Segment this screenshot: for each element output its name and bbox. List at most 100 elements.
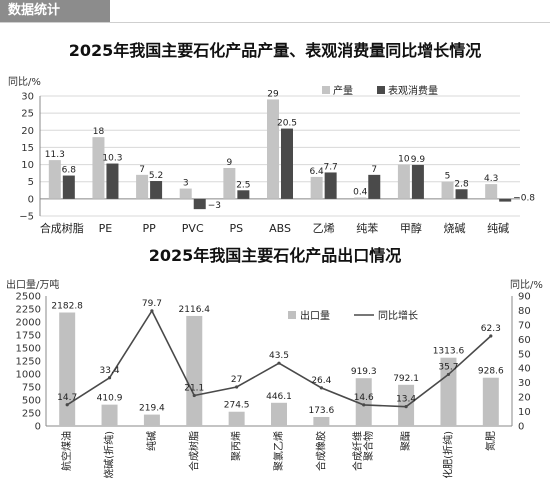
chart2-growth-point xyxy=(107,376,112,380)
chart2-y-tick-left: 1500 xyxy=(16,344,41,355)
chart1-plot: −5 0 5 10 15 20 25 30 11.3 6.8 合成树脂 18 10.3 PE 7 5.2 PP 3… xyxy=(19,84,535,235)
chart1-bar-consumption xyxy=(62,175,75,199)
header-divider xyxy=(0,22,550,23)
chart1-x-tick: 甲醇 xyxy=(400,221,422,235)
chart1-bar-production xyxy=(179,188,192,199)
chart2-bar-label: 446.1 xyxy=(266,392,292,402)
chart2-bar-export xyxy=(186,315,203,426)
chart2-x-tick-line: 合成树脂 xyxy=(187,431,200,471)
chart1-bar-production xyxy=(267,99,279,199)
chart1-data-label: 2.8 xyxy=(454,179,469,189)
chart2-bar-export xyxy=(482,377,499,426)
chart2-x-tick-line: 聚酯 xyxy=(400,431,412,451)
chart1-x-tick: 乙烯 xyxy=(313,222,335,235)
chart2-growth-label: 26.4 xyxy=(311,376,331,386)
chart2-growth-label: 13.4 xyxy=(396,395,416,405)
chart1-data-label: −0.8 xyxy=(513,194,535,204)
chart2-bar-label: 219.4 xyxy=(139,404,165,414)
chart1-y-tick: 15 xyxy=(21,143,34,154)
chart1-x-tick: PS xyxy=(230,222,244,235)
chart1-data-label: 6.8 xyxy=(62,166,77,176)
chart1-legend-label: 产量 xyxy=(333,84,353,97)
chart1-legend-swatch xyxy=(377,86,385,94)
chart1-data-label: 7 xyxy=(371,165,377,175)
chart1-x-tick: 烧碱 xyxy=(444,222,466,235)
chart2-title: 2025年我国主要石化产品出口情况 xyxy=(148,246,402,265)
chart1-bar-consumption xyxy=(499,198,512,202)
chart2-y-tick-left: 250 xyxy=(22,409,41,420)
chart1-data-label: 20.5 xyxy=(277,119,297,129)
chart1-data-label: 7 xyxy=(139,165,145,175)
chart1-data-label: −3 xyxy=(208,201,221,211)
chart2-y-unit-right: 同比/% xyxy=(510,280,543,291)
chart2-x-tick-line: 航空煤油 xyxy=(60,431,73,471)
chart1-bar-consumption xyxy=(150,181,163,199)
chart1-data-label: 0.4 xyxy=(353,187,368,197)
chart2-growth-point xyxy=(192,393,196,398)
chart1-y-tick: −5 xyxy=(19,212,34,223)
chart2-bar-label: 410.9 xyxy=(97,394,123,404)
chart1-y-tick: 20 xyxy=(21,126,34,137)
chart1-bar-consumption xyxy=(193,198,206,210)
chart2-x-tick: 纯碱 xyxy=(145,431,158,451)
chart1-bar-production xyxy=(48,160,61,199)
chart1-x-tick: PP xyxy=(142,222,156,235)
chart2-x-tick-line: 化肥(折纯) xyxy=(441,431,454,478)
chart1-data-label: 11.3 xyxy=(45,150,65,160)
chart2-growth-label: 35.7 xyxy=(438,362,458,372)
chart2-x-tick-line: 合成橡胶 xyxy=(314,431,327,471)
chart2-growth-label: 21.1 xyxy=(184,384,204,394)
chart2-y-tick-right: 40 xyxy=(518,364,531,375)
chart2-y-tick-left: 2500 xyxy=(16,292,41,303)
chart2-bar-label: 928.6 xyxy=(478,367,504,377)
chart2-y-tick-left: 1750 xyxy=(16,331,41,342)
chart2-y-tick-left: 2000 xyxy=(16,318,41,329)
chart2-y-tick-left: 2250 xyxy=(16,305,41,316)
chart2-bar-export xyxy=(313,416,330,426)
chart1-x-tick: 合成树脂 xyxy=(40,221,84,235)
chart1-bar-consumption xyxy=(324,172,337,199)
chart2-growth-point xyxy=(319,386,323,390)
chart2-y-tick-left: 750 xyxy=(22,383,41,394)
chart2-growth-point xyxy=(277,361,281,365)
chart2-x-tick: 合成树脂 xyxy=(187,431,200,471)
chart1-bar-production xyxy=(354,197,367,199)
chart2-x-tick: 合成橡胶 xyxy=(314,431,327,471)
chart2-x-tick: 航空煤油 xyxy=(60,431,73,471)
chart2-growth-label: 43.5 xyxy=(269,351,289,361)
chart1-data-label: 9 xyxy=(226,158,232,168)
chart2-bar-export xyxy=(271,402,287,426)
chart2-growth-label: 79.7 xyxy=(142,299,162,309)
chart2-x-tick-line: 聚氯乙烯 xyxy=(272,431,285,471)
chart1-data-label: 2.5 xyxy=(236,180,250,190)
chart2-bar-export xyxy=(143,414,160,426)
chart2-bar-export xyxy=(355,378,372,426)
chart2-x-tick-line: 合成纤维 xyxy=(351,431,364,471)
chart2-bar-label: 792.1 xyxy=(393,374,419,384)
chart1-data-label: 10 xyxy=(398,155,410,165)
chart1-data-label: 5.2 xyxy=(149,171,163,181)
chart2-x-tick-line: 烧碱(折纯) xyxy=(103,431,116,478)
chart2-x-tick: 氮肥 xyxy=(484,431,497,451)
chart1-bar-production xyxy=(397,164,410,199)
chart1-x-tick: ABS xyxy=(269,222,291,235)
chart2-y-tick-right: 20 xyxy=(518,393,531,404)
chart1-bar-consumption xyxy=(237,190,250,199)
chart2-y-tick-right: 70 xyxy=(518,320,531,331)
chart2-x-tick: 烧碱(折纯) xyxy=(103,431,116,478)
chart2-x-tick: 合成纤维聚合物 xyxy=(351,431,375,471)
chart2-y-tick-right: 30 xyxy=(518,378,531,389)
section-tag: 数据统计 xyxy=(0,0,110,22)
chart1-data-label: 5 xyxy=(445,172,451,182)
chart2-growth-point xyxy=(65,403,69,407)
chart2-bar-export xyxy=(59,312,76,426)
chart1-legend-swatch xyxy=(322,86,330,94)
chart1-x-tick: PVC xyxy=(182,222,204,235)
chart1-data-label: 29 xyxy=(267,89,279,99)
chart2-bar-label: 274.5 xyxy=(224,401,250,411)
chart2-growth-point xyxy=(150,309,154,313)
chart2-growth-point xyxy=(489,334,493,338)
chart1-y-tick: 30 xyxy=(21,92,34,103)
chart2-growth-label: 62.3 xyxy=(481,324,501,334)
